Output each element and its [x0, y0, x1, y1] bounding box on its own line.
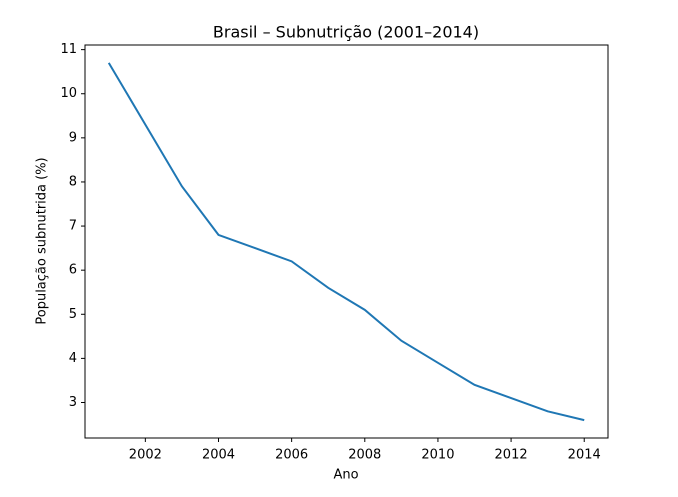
x-tick-label: 2006	[275, 448, 308, 463]
y-axis-label: População subnutrida (%)	[35, 157, 50, 324]
plot-frame	[84, 44, 609, 439]
x-tick-label: 2008	[348, 448, 381, 463]
y-tick-label: 11	[60, 42, 77, 57]
x-tick-label: 2002	[129, 448, 162, 463]
y-tick-label: 9	[69, 130, 77, 145]
x-tick-label: 2014	[568, 448, 601, 463]
x-tick-label: 2004	[202, 448, 235, 463]
y-tick-label: 4	[69, 351, 77, 366]
y-tick-label: 10	[60, 86, 77, 101]
x-tick-label: 2012	[495, 448, 528, 463]
y-tick-label: 7	[69, 219, 77, 234]
data-line	[107, 62, 585, 422]
y-tick-label: 6	[69, 263, 77, 278]
x-axis-label: Ano	[333, 468, 358, 483]
y-tick-label: 5	[69, 307, 77, 322]
x-tick-label: 2010	[421, 448, 454, 463]
chart-title: Brasil – Subnutrição (2001–2014)	[213, 23, 479, 42]
y-tick-label: 3	[69, 395, 77, 410]
y-tick-label: 8	[69, 174, 77, 189]
